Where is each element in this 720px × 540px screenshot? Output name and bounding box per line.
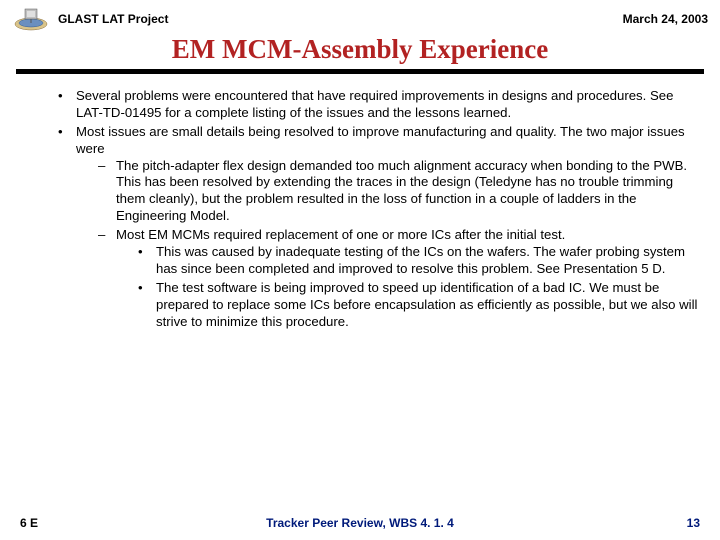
footer-center: Tracker Peer Review, WBS 4. 1. 4 (266, 516, 454, 530)
project-name: GLAST LAT Project (58, 12, 168, 26)
bullet-item: Several problems were encountered that h… (62, 88, 702, 122)
bullet-list: Several problems were encountered that h… (18, 88, 702, 330)
dash-item: Most EM MCMs required replacement of one… (102, 227, 702, 330)
title-rule (16, 69, 704, 74)
slide-footer: 6 E Tracker Peer Review, WBS 4. 1. 4 13 (0, 516, 720, 530)
subbullet-text: The test software is being improved to s… (156, 280, 697, 329)
subbullet-text: This was caused by inadequate testing of… (156, 244, 685, 276)
bullet-item: Most issues are small details being reso… (62, 124, 702, 331)
subbullet-item: This was caused by inadequate testing of… (142, 244, 702, 278)
dash-text: Most EM MCMs required replacement of one… (116, 227, 565, 242)
header-text-row: GLAST LAT Project March 24, 2003 (58, 12, 708, 26)
subbullet-item: The test software is being improved to s… (142, 280, 702, 331)
footer-page-number: 13 (687, 516, 700, 530)
slide-title: EM MCM-Assembly Experience (0, 34, 720, 65)
slide-date: March 24, 2003 (623, 12, 708, 26)
dash-text: The pitch-adapter flex design demanded t… (116, 158, 687, 224)
slide-header: GLAST LAT Project March 24, 2003 (0, 0, 720, 32)
slide-content: Several problems were encountered that h… (0, 88, 720, 330)
subbullet-list: This was caused by inadequate testing of… (116, 244, 702, 330)
footer-left: 6 E (20, 516, 38, 530)
bullet-text: Most issues are small details being reso… (76, 124, 685, 156)
project-logo (12, 6, 50, 32)
bullet-text: Several problems were encountered that h… (76, 88, 673, 120)
glast-logo-icon (12, 6, 50, 32)
dash-item: The pitch-adapter flex design demanded t… (102, 158, 702, 226)
dash-list: The pitch-adapter flex design demanded t… (76, 158, 702, 331)
